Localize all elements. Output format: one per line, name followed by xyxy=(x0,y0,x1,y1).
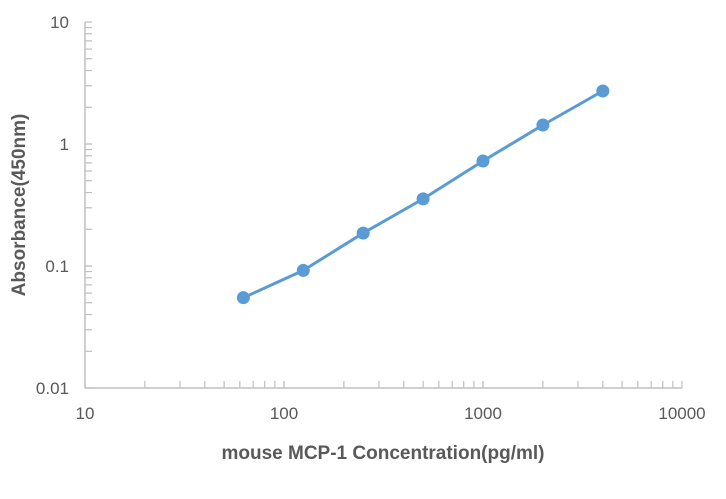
data-point xyxy=(236,291,250,305)
data-point xyxy=(416,192,430,206)
x-tick-labels: 10 100 1000 10000 xyxy=(76,404,706,423)
x-tick-label: 100 xyxy=(270,404,298,423)
y-tick-labels: 0.01 0.1 1 10 xyxy=(36,13,69,398)
data-point xyxy=(476,154,490,168)
y-axis-title: Absorbance(450nm) xyxy=(9,114,30,297)
data-point xyxy=(356,226,370,240)
y-tick-label: 0.01 xyxy=(36,379,69,398)
x-tick-label: 1000 xyxy=(464,404,502,423)
y-tick-label: 10 xyxy=(50,13,69,32)
x-axis-title: mouse MCP-1 Concentration(pg/ml) xyxy=(221,443,544,464)
data-point xyxy=(536,118,550,132)
series xyxy=(236,84,610,305)
y-tick-label: 0.1 xyxy=(45,257,69,276)
x-tick-label: 10000 xyxy=(658,404,705,423)
data-point xyxy=(596,84,610,98)
axes xyxy=(84,21,683,389)
data-point xyxy=(296,263,310,277)
y-tick-label: 1 xyxy=(60,135,69,154)
x-tick-label: 10 xyxy=(76,404,95,423)
